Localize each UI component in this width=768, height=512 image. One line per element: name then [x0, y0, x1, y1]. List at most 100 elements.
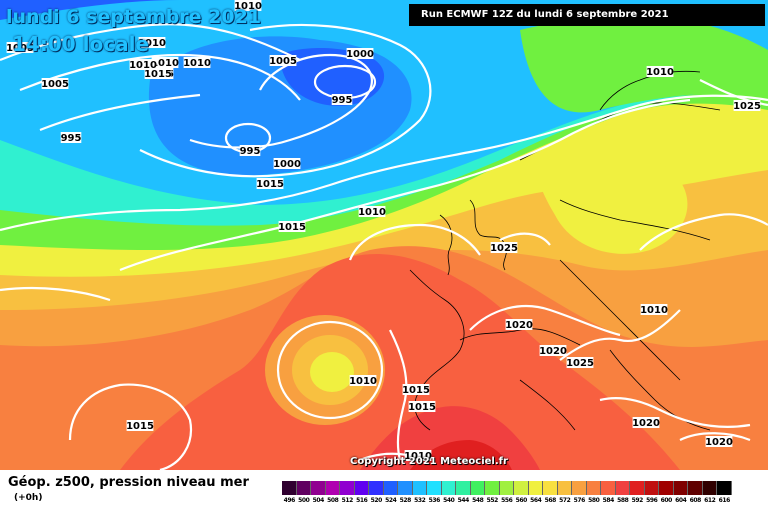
scale-label: 608 — [689, 497, 702, 504]
isobar-label-bg — [129, 59, 157, 70]
scale-label: 560 — [515, 497, 528, 504]
scale-step: 532 — [412, 481, 427, 506]
isobar-label-bg — [331, 94, 353, 105]
scale-step: 496 — [282, 481, 297, 506]
scale-swatch — [659, 481, 674, 495]
scale-step: 584 — [601, 481, 616, 506]
scale-step: 616 — [717, 481, 732, 506]
scale-label: 572 — [559, 497, 571, 504]
isobar-label: 1010 — [646, 67, 674, 78]
scale-label: 548 — [472, 497, 484, 504]
scale-step: 560 — [514, 481, 529, 506]
scale-label: 588 — [617, 497, 629, 504]
isobar-label: 1015 — [408, 402, 436, 413]
isobar-label-bg — [505, 319, 533, 330]
isobar-label-bg — [138, 37, 166, 48]
band-high-core — [310, 352, 354, 392]
isobar-label: 1010 — [129, 60, 157, 71]
scale-label: 512 — [341, 497, 354, 504]
scale-step: 608 — [688, 481, 703, 506]
isobar-label: 1020 — [632, 418, 660, 429]
isobar-label: 1010 — [640, 305, 668, 316]
isobar-label: 1020 — [505, 320, 533, 331]
isobar-label: 1015 — [256, 179, 284, 190]
scale-swatch — [557, 481, 572, 495]
isobar-label: 995 — [332, 95, 353, 106]
scale-step: 588 — [615, 481, 630, 506]
isobar-label: 1010 — [234, 1, 262, 12]
scale-swatch — [586, 481, 601, 495]
scale-step: 500 — [296, 481, 311, 506]
isobar-label-bg — [490, 242, 518, 253]
isobar-label-bg — [404, 450, 432, 461]
isobar-label: 1025 — [733, 101, 761, 112]
scale-label: 552 — [486, 497, 499, 504]
isobar-label-bg — [705, 436, 733, 447]
isobar-label: 1005 — [6, 43, 34, 54]
band-green-ne — [520, 18, 768, 113]
band-red-orange — [120, 253, 680, 470]
scale-swatch — [412, 481, 427, 495]
isobar-label-bg — [126, 420, 154, 431]
scale-label: 508 — [327, 497, 339, 504]
copyright-text: Copyright 2021 Meteociel.fr — [350, 456, 508, 467]
scale-step: 504 — [311, 481, 326, 506]
isobar-label: 1025 — [490, 243, 518, 254]
scale-step: 596 — [644, 481, 659, 506]
isobar-label: 1015 — [402, 385, 430, 396]
scale-label: 600 — [660, 497, 673, 504]
isobar-label-bg — [278, 221, 306, 232]
scale-swatch — [702, 481, 717, 495]
scale-step: 524 — [383, 481, 398, 506]
scale-swatch — [325, 481, 340, 495]
scale-step: 556 — [499, 481, 514, 506]
isobar-label: 1020 — [539, 346, 567, 357]
scale-label: 516 — [356, 497, 368, 504]
scale-swatch — [644, 481, 659, 495]
isobar-label-bg — [256, 178, 284, 189]
scale-swatch — [528, 481, 543, 495]
scale-swatch — [369, 481, 384, 495]
scale-step: 552 — [485, 481, 500, 506]
isobar-label-bg — [151, 57, 179, 68]
scale-label: 584 — [602, 497, 615, 504]
scale-label: 532 — [414, 497, 426, 504]
scale-swatch — [543, 481, 558, 495]
scale-step: 540 — [441, 481, 456, 506]
scale-step: 512 — [340, 481, 355, 506]
scale-swatch — [383, 481, 398, 495]
isobar-label-bg — [234, 0, 262, 11]
scale-label: 520 — [370, 497, 383, 504]
isobar-label-bg — [646, 66, 674, 77]
isobar-label: 1010 — [349, 376, 377, 387]
scale-label: 596 — [646, 497, 658, 504]
isobar-label-bg — [144, 68, 172, 79]
scale-step: 544 — [456, 481, 471, 506]
scale-step: 576 — [572, 481, 587, 506]
scale-label: 540 — [443, 497, 455, 504]
isobar-label: 1010 — [183, 58, 211, 69]
scale-label: 556 — [501, 497, 513, 504]
time-title: 14:00 locale — [12, 32, 149, 56]
isobar-label-bg — [6, 42, 34, 53]
date-title: lundi 6 septembre 2021 — [6, 6, 262, 28]
isobar-label-bg — [41, 78, 69, 89]
isobar-labels: 1010100510101010101010151010101510051000… — [6, 0, 761, 462]
scale-step: 536 — [427, 481, 442, 506]
scale-step: 520 — [369, 481, 384, 506]
scale-swatch — [615, 481, 630, 495]
scale-step: 564 — [528, 481, 543, 506]
scale-step: 604 — [673, 481, 688, 506]
scale-swatch — [601, 481, 616, 495]
isobar-label: 1010 — [151, 58, 179, 69]
isobar-label-bg — [346, 48, 374, 59]
scale-swatch — [499, 481, 514, 495]
isobar-label: 1005 — [41, 79, 69, 90]
isobar-label-bg — [566, 357, 594, 368]
scale-step: 572 — [557, 481, 572, 506]
scale-step: 548 — [470, 481, 485, 506]
scale-swatch — [688, 481, 703, 495]
isobar-label: 1010 — [358, 207, 386, 218]
isobar-label-bg — [60, 132, 82, 143]
isobar-label: 1005 — [269, 56, 297, 67]
